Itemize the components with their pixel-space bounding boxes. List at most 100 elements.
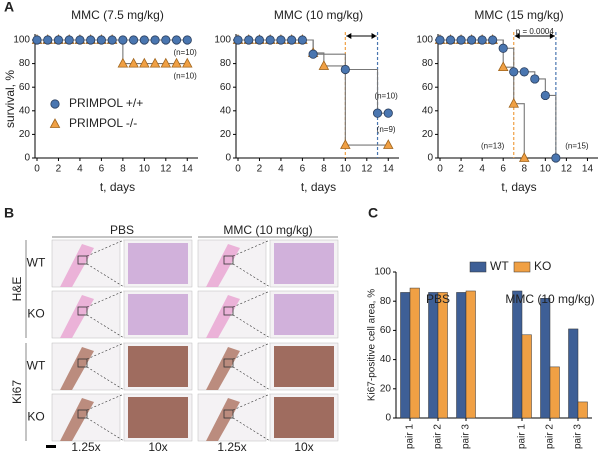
bar	[428, 292, 439, 419]
x-tick-label: 2	[257, 164, 263, 175]
x-tick-label: 8	[321, 164, 327, 175]
bar	[577, 401, 588, 419]
marker	[540, 90, 550, 101]
zoom-line	[86, 239, 125, 257]
marker	[254, 35, 265, 45]
tissue	[274, 346, 334, 387]
zoom-box	[223, 255, 234, 265]
row-label: WT	[27, 359, 46, 373]
tissue	[274, 294, 334, 335]
marker	[318, 60, 330, 70]
panel-label: A	[4, 0, 14, 15]
scale-bar	[46, 445, 56, 448]
bar	[521, 334, 532, 419]
marker	[32, 35, 42, 45]
marker	[276, 35, 286, 45]
marker	[372, 108, 383, 118]
marker	[297, 35, 307, 45]
y-tick-label: 80	[380, 296, 392, 307]
marker	[129, 35, 139, 45]
x-tick-label: 12	[561, 164, 573, 175]
bar	[465, 290, 476, 419]
magnification-label: 10x	[294, 440, 313, 454]
survival-line	[440, 39, 525, 158]
stain-label: Ki67	[10, 380, 24, 404]
y-tick-label: 20	[380, 383, 392, 394]
zoom-box	[223, 358, 234, 368]
y-tick-label: 60	[19, 82, 31, 93]
x-tick-label: 14	[383, 164, 395, 175]
tissue	[274, 397, 334, 438]
y-tick-label: 80	[19, 58, 31, 69]
y-tick-label: 100	[214, 35, 231, 46]
marker	[171, 35, 182, 45]
zoom-line	[86, 342, 125, 360]
zoom-line	[232, 239, 271, 257]
marker	[383, 108, 393, 118]
marker	[519, 67, 529, 77]
chart-title: MMC (15 mg/kg)	[474, 8, 563, 22]
x-tick-label: pair 1	[405, 424, 416, 449]
y-tick-label: 80	[422, 58, 434, 69]
marker	[117, 57, 129, 68]
marker	[149, 57, 161, 68]
marker	[86, 35, 96, 45]
marker	[171, 57, 182, 68]
panel-label: C	[368, 205, 378, 221]
y-tick-label: 0	[427, 153, 433, 164]
row-label: KO	[27, 307, 44, 321]
marker	[287, 35, 297, 45]
group-label: PBS	[426, 292, 450, 306]
annotation: (n=9)	[377, 125, 396, 134]
marker	[181, 57, 193, 68]
zoom-line	[232, 314, 271, 339]
chart-title: MMC (7.5 mg/kg)	[71, 8, 164, 22]
marker	[551, 153, 561, 163]
x-tick-label: 14	[182, 164, 194, 175]
zoom-box	[77, 409, 88, 419]
x-tick-label: pair 2	[433, 424, 444, 449]
marker	[530, 74, 540, 84]
column-header: MMC (10 mg/kg)	[223, 223, 312, 237]
x-tick-label: 10	[340, 164, 352, 175]
marker	[445, 35, 456, 45]
marker	[107, 35, 117, 45]
marker	[53, 35, 64, 45]
x-tick-label: 12	[361, 164, 373, 175]
x-tick-label: 10	[540, 164, 552, 175]
zoom-box	[223, 409, 234, 419]
zoom-line	[232, 417, 271, 442]
y-tick-label: 0	[24, 153, 30, 164]
y-tick-label: 100	[374, 267, 391, 278]
y-tick-label: 100	[416, 35, 433, 46]
marker	[50, 99, 60, 109]
x-tick-label: 6	[99, 164, 105, 175]
marker	[128, 57, 139, 68]
y-tick-label: 20	[422, 129, 434, 140]
x-tick-label: 4	[479, 164, 485, 175]
stain-label: H&E	[10, 277, 24, 302]
annotation: (n=15)	[565, 141, 589, 150]
y-tick-label: 60	[220, 82, 232, 93]
zoom-box	[223, 306, 234, 316]
x-tick-label: 8	[120, 164, 126, 175]
tissue	[274, 243, 334, 284]
marker	[456, 35, 466, 45]
x-tick-label: 0	[235, 164, 241, 175]
x-tick-label: 4	[77, 164, 83, 175]
marker	[43, 35, 53, 45]
x-axis-label: t, days	[100, 180, 135, 194]
zoom-line	[232, 366, 271, 391]
x-tick-label: 6	[300, 164, 306, 175]
annotation: (n=13)	[481, 141, 505, 150]
bar	[437, 292, 448, 419]
marker	[265, 35, 275, 45]
legend-swatch	[513, 261, 531, 273]
tissue	[128, 346, 188, 387]
y-axis-label: Ki67-positive cell area, %	[367, 289, 378, 401]
arrow-head	[514, 33, 555, 39]
tissue	[128, 294, 188, 335]
x-tick-label: 0	[34, 164, 40, 175]
bar	[540, 298, 551, 419]
